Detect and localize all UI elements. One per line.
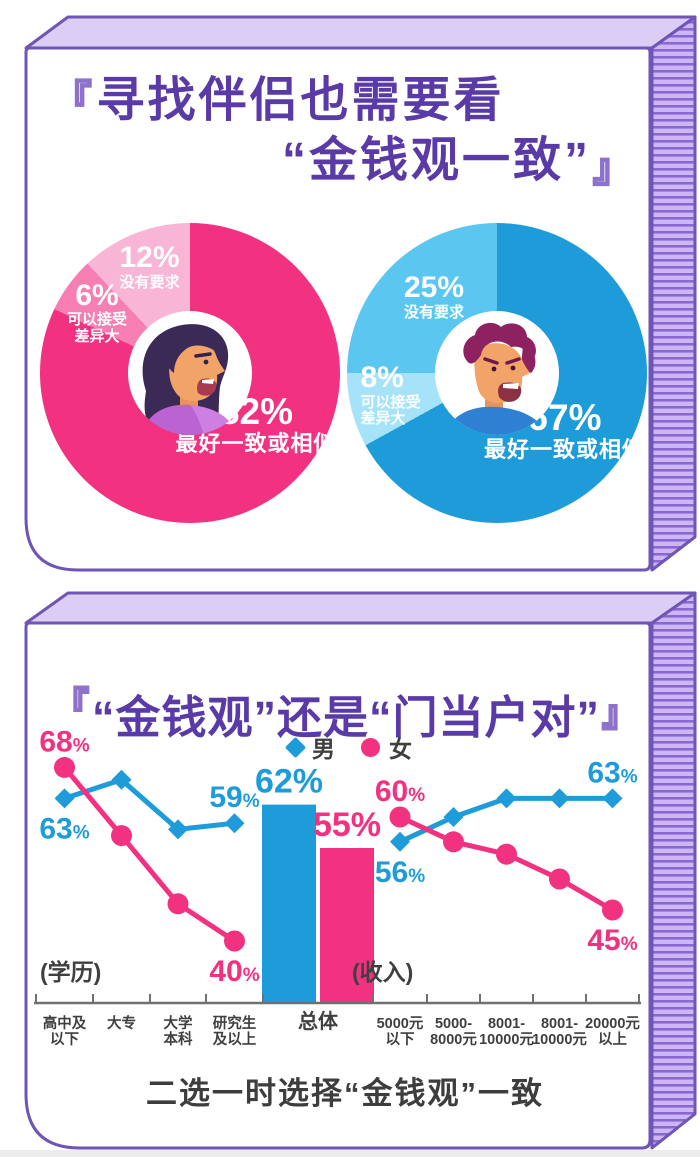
data-point-female — [167, 893, 189, 915]
bar-value-label: 62% — [255, 763, 323, 801]
data-point-female — [443, 831, 464, 853]
data-point-female — [496, 843, 517, 865]
data-point-male — [549, 788, 570, 809]
female-avatar-illustration — [142, 324, 237, 435]
value-label: 63% — [587, 756, 637, 789]
data-point-male — [496, 788, 517, 809]
axis-category-label: 大学本科 — [164, 1014, 193, 1048]
education-axis-label: (学历) — [40, 959, 101, 985]
axis-category-label: 高中及以下 — [43, 1014, 87, 1048]
slice-label-accept-difference: 6% 可以接受 差异大 — [66, 278, 128, 345]
line-series-男 — [62, 777, 237, 832]
card-partner-money-view: 『寻找伴侣也需要看 “金钱观一致”』 12% 没有要求 6% 可以接受 差异大 82%… — [24, 15, 697, 572]
value-label: 68% — [39, 728, 89, 758]
card2-title-text: “金钱观”还是“门当户对” — [91, 692, 600, 744]
card1-title: 『寻找伴侣也需要看 “金钱观一致”』 — [53, 74, 633, 188]
corner-bracket-open: 『 — [53, 77, 95, 120]
legend-item-male: 男 — [284, 730, 335, 764]
bar-女 — [320, 848, 374, 1003]
data-point-male — [602, 788, 623, 809]
data-point-male — [390, 831, 410, 852]
data-point-female — [389, 806, 411, 828]
data-point-male — [111, 769, 132, 790]
corner-bracket-close: 』 — [592, 146, 634, 189]
value-label: 56% — [375, 856, 425, 889]
card2-title: 『“金钱观”还是“门当户对”』 — [0, 681, 692, 746]
bar-男 — [262, 804, 316, 1003]
corner-bracket-open: 『 — [53, 685, 90, 726]
value-label: 45% — [587, 924, 637, 957]
legend-label-female: 女 — [389, 736, 412, 762]
legend-label-male: 男 — [312, 736, 335, 762]
axis-category-label: 5000元以下 — [377, 1015, 424, 1048]
legend-item-female: 女 — [361, 730, 412, 764]
data-point-male — [168, 819, 188, 840]
axis-category-label: 20000元以上 — [585, 1015, 640, 1048]
donut-center — [435, 311, 559, 435]
data-point-male — [54, 788, 75, 809]
card1-title-line1: 寻找伴侣也需要看 — [96, 74, 505, 128]
axis-category-label: 8001-10000元 — [532, 1016, 587, 1048]
female-circle-marker-icon — [361, 737, 380, 757]
line-series-女 — [62, 764, 237, 944]
data-point-female — [54, 756, 75, 778]
combo-line-bar-chart: 62% 55% 63% 59% 68% 40% 56% 63% 60% 45% 高中及以下 大专 大学本… — [34, 728, 641, 1048]
data-point-male — [224, 813, 245, 834]
axis-category-label: 5000-8000元 — [430, 1016, 477, 1048]
axis-category-label: 大专 — [107, 1014, 136, 1032]
chart-legend: 男 女 — [0, 730, 700, 764]
data-point-male — [443, 807, 464, 827]
slice-label-accept-difference: 8% 可以接受 差异大 — [360, 361, 421, 428]
page-footer-strip — [0, 1150, 700, 1157]
male-avatar-illustration — [445, 322, 548, 435]
data-point-female — [549, 868, 570, 890]
card1-title-line2: “金钱观一致” — [282, 134, 592, 188]
slice-label-no-requirement: 25% 没有要求 — [403, 271, 465, 321]
corner-bracket-close: 』 — [601, 694, 639, 735]
donut-chart-male: 25% 没有要求 8% 可以接受 差异大 67% 最好一致或相似 — [347, 223, 647, 523]
data-point-female — [602, 899, 623, 921]
slice-label-no-requirement: 12% 没有要求 — [119, 241, 180, 291]
axis-category-label: 总体 — [298, 1009, 339, 1033]
income-axis-label: (收入) — [352, 959, 413, 985]
donut-center — [128, 311, 252, 435]
bar-value-label: 55% — [313, 806, 381, 844]
value-label: 60% — [375, 775, 425, 808]
chart-caption: 二选一时选择“金钱观”一致 — [146, 1076, 544, 1111]
data-point-female — [111, 825, 132, 847]
value-label: 59% — [209, 781, 259, 814]
value-label: 40% — [209, 955, 259, 988]
donut-chart-female: 12% 没有要求 6% 可以接受 差异大 82% 最好一致或相似 — [40, 223, 340, 523]
axis-category-label: 研究生及以上 — [213, 1014, 257, 1048]
card-moneyview-vs-family-status: 『“金钱观”还是“门当户对”』 男 女 62% 55% 63% 59% 68% 40% 56… — [0, 580, 700, 1157]
data-point-female — [224, 930, 245, 952]
axis-category-label: 8001-10000元 — [479, 1016, 534, 1048]
value-label: 63% — [39, 812, 89, 845]
